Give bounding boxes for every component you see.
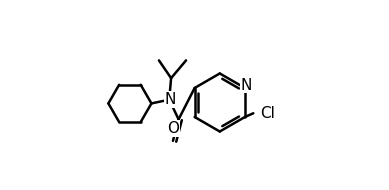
Text: N: N [241, 78, 252, 93]
Text: O: O [167, 121, 179, 136]
Text: N: N [165, 92, 176, 107]
Text: Cl: Cl [260, 106, 275, 121]
